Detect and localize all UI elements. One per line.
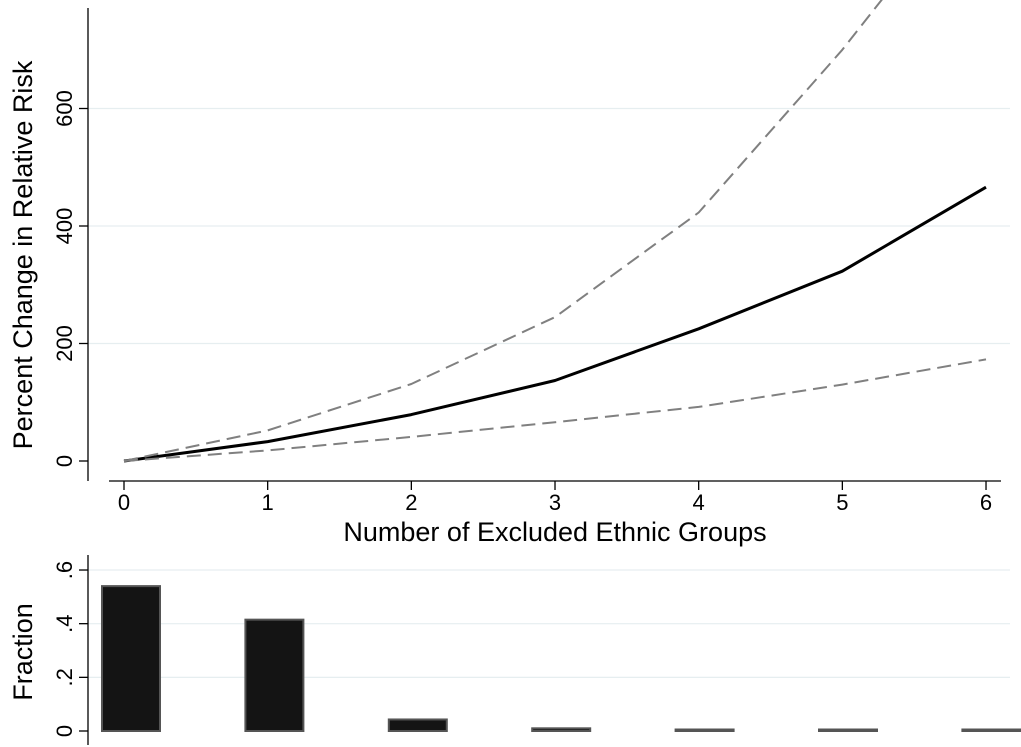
line-chart-y-axis-title: Percent Change in Relative Risk: [8, 60, 38, 449]
line-chart-axes: 0 200 400 600 0 1 2 3 4 5 6: [52, 8, 1001, 515]
histogram-y-tick-label-3: .6: [52, 561, 77, 579]
line-chart-x-tick-label-3: 3: [549, 490, 561, 515]
histogram-bar-2: [387, 718, 448, 732]
histogram-y-tick-label-2: .4: [52, 615, 77, 633]
histogram-y-axis-title: Fraction: [8, 603, 38, 701]
histogram-bars: [101, 585, 1021, 733]
histogram-bar-5: [818, 728, 878, 732]
line-chart-panel: 0 200 400 600 0 1 2 3 4 5 6 Number of Excluded Eth…: [8, 0, 1010, 547]
line-chart-x-axis-title: Number of Excluded Ethnic Groups: [343, 517, 766, 547]
series-line-lower: [123, 358, 987, 462]
histogram-y-tick-label-0: 0: [52, 725, 77, 737]
histogram-bar-6: [961, 728, 1021, 732]
histogram-bar-3: [531, 727, 592, 733]
line-chart-x-tick-label-0: 0: [118, 490, 130, 515]
line-chart-x-tick-label-6: 6: [980, 490, 992, 515]
histogram-y-tick-label-1: .2: [52, 668, 77, 686]
histogram-bar-4: [674, 728, 735, 732]
line-chart-series: [123, 0, 987, 463]
line-chart-x-tick-label-2: 2: [405, 490, 417, 515]
line-chart-y-tick-label-1: 200: [52, 325, 77, 362]
histogram-gridlines: [88, 569, 1010, 678]
histogram-bar-0: [101, 585, 161, 732]
histogram-bar-1: [244, 618, 305, 733]
series-line-estimate: [123, 185, 987, 463]
line-chart-y-tick-label-3: 600: [52, 90, 77, 127]
line-chart-y-tick-label-2: 400: [52, 208, 77, 245]
line-chart-x-tick-label-5: 5: [836, 490, 848, 515]
line-chart-x-tick-label-4: 4: [693, 490, 705, 515]
line-chart-x-tick-label-1: 1: [262, 490, 274, 515]
line-chart-gridlines: [88, 107, 1010, 345]
histogram-panel: 0 .2 .4 .6 Fraction: [8, 555, 1021, 745]
series-line-upper: [123, 0, 883, 462]
line-chart-y-tick-label-0: 0: [52, 455, 77, 467]
histogram-axes: 0 .2 .4 .6: [52, 555, 89, 745]
